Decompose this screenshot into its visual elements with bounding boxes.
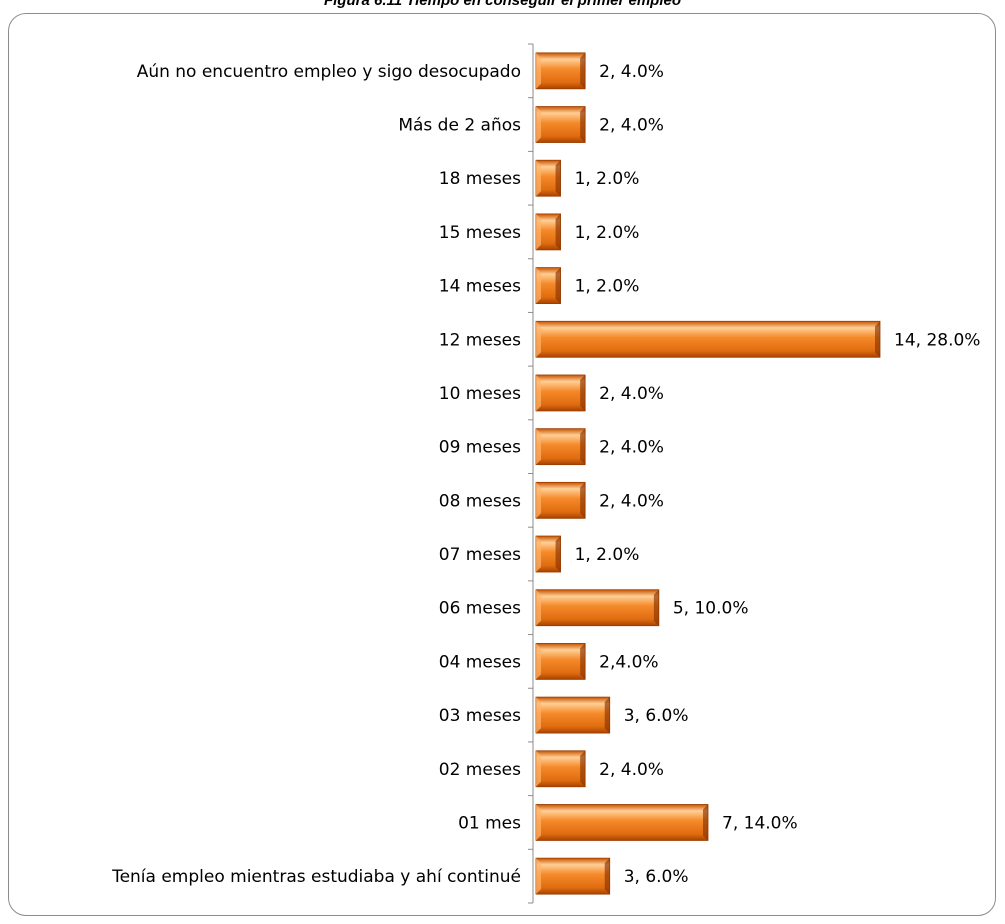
chart-title: Figura 6.11 Tiempo en conseguir el prime…: [323, 0, 682, 9]
category-label: Tenía empleo mientras estudiaba y ahí co…: [111, 867, 521, 887]
bar: [535, 750, 586, 788]
category-label: 06 meses: [439, 599, 521, 619]
bar-bevel-right: [580, 643, 586, 680]
chart-frame: [8, 13, 996, 916]
category-label: 08 meses: [439, 491, 521, 511]
bar-bevel-right: [703, 804, 708, 841]
bar-bevel-right: [604, 858, 610, 895]
bar-bevel-left: [536, 643, 541, 680]
data-label: 2, 4.0%: [599, 384, 664, 404]
category-label: Más de 2 años: [398, 116, 521, 136]
category-label: 07 meses: [439, 545, 521, 565]
bar: [535, 374, 586, 412]
bar-bevel-right: [580, 374, 586, 411]
bar: [535, 804, 709, 841]
data-label: 14, 28.0%: [894, 330, 980, 350]
category-label: 10 meses: [439, 384, 521, 404]
bar-bevel-left: [536, 160, 541, 197]
bar-bevel-left: [536, 697, 541, 734]
bar-bevel-left: [536, 52, 541, 89]
bar: [535, 589, 660, 627]
category-label: 12 meses: [439, 330, 521, 350]
bar: [535, 52, 586, 90]
bar-bevel-right: [555, 536, 561, 573]
bar-bevel-left: [536, 428, 541, 465]
bar-bevel-right: [580, 750, 586, 787]
bar-bevel-left: [536, 804, 541, 841]
data-label: 1, 2.0%: [575, 223, 640, 243]
bar: [535, 106, 586, 143]
category-label: 14 meses: [439, 277, 521, 297]
data-label: 2, 4.0%: [599, 116, 664, 136]
bar-bevel-right: [555, 267, 561, 304]
category-label: 03 meses: [439, 706, 521, 726]
bar-bevel-left: [536, 536, 541, 573]
bar-bevel-right: [580, 482, 586, 519]
bar: [535, 643, 586, 680]
data-label: 2,4.0%: [599, 652, 658, 672]
data-label: 7, 14.0%: [722, 813, 798, 833]
data-label: 1, 2.0%: [575, 169, 640, 189]
data-label: 2, 4.0%: [599, 438, 664, 458]
category-label: 01 mes: [458, 813, 521, 833]
bar-bevel-right: [604, 697, 610, 734]
category-label: 18 meses: [439, 169, 521, 189]
bar-bevel-left: [536, 213, 541, 250]
data-label: 2, 4.0%: [599, 760, 664, 780]
category-label: 15 meses: [439, 223, 521, 243]
bar-bevel-left: [536, 750, 541, 787]
bar-bevel-left: [536, 589, 541, 626]
bar-bevel-left: [536, 374, 541, 411]
bar: [535, 857, 611, 895]
bar-bevel-right: [580, 428, 586, 465]
category-label: 02 meses: [439, 760, 521, 780]
data-label: 2, 4.0%: [599, 491, 664, 511]
data-label: 3, 6.0%: [624, 867, 689, 887]
bar-bevel-left: [536, 858, 541, 895]
data-label: 1, 2.0%: [575, 545, 640, 565]
bar-bevel-right: [555, 213, 561, 250]
data-label: 2, 4.0%: [599, 62, 664, 82]
data-label: 3, 6.0%: [624, 706, 689, 726]
bar-bevel-right: [653, 589, 659, 626]
bar: [535, 320, 881, 358]
bar: [535, 428, 586, 466]
data-label: 1, 2.0%: [575, 277, 640, 297]
bar-bevel-left: [536, 482, 541, 519]
data-label: 5, 10.0%: [673, 599, 749, 619]
bar-bevel-right: [580, 106, 586, 143]
category-label: 04 meses: [439, 652, 521, 672]
bar-bevel-left: [536, 321, 541, 358]
bar-bevel-right: [555, 160, 561, 197]
bar-bevel-left: [536, 267, 541, 304]
bar-bevel-right: [875, 321, 880, 358]
bar-bevel-left: [536, 106, 541, 143]
bar: [535, 481, 586, 519]
category-label: 09 meses: [439, 438, 521, 458]
bar: [535, 696, 611, 734]
category-label: Aún no encuentro empleo y sigo desocupad…: [137, 62, 521, 82]
bar-bevel-right: [580, 52, 586, 89]
